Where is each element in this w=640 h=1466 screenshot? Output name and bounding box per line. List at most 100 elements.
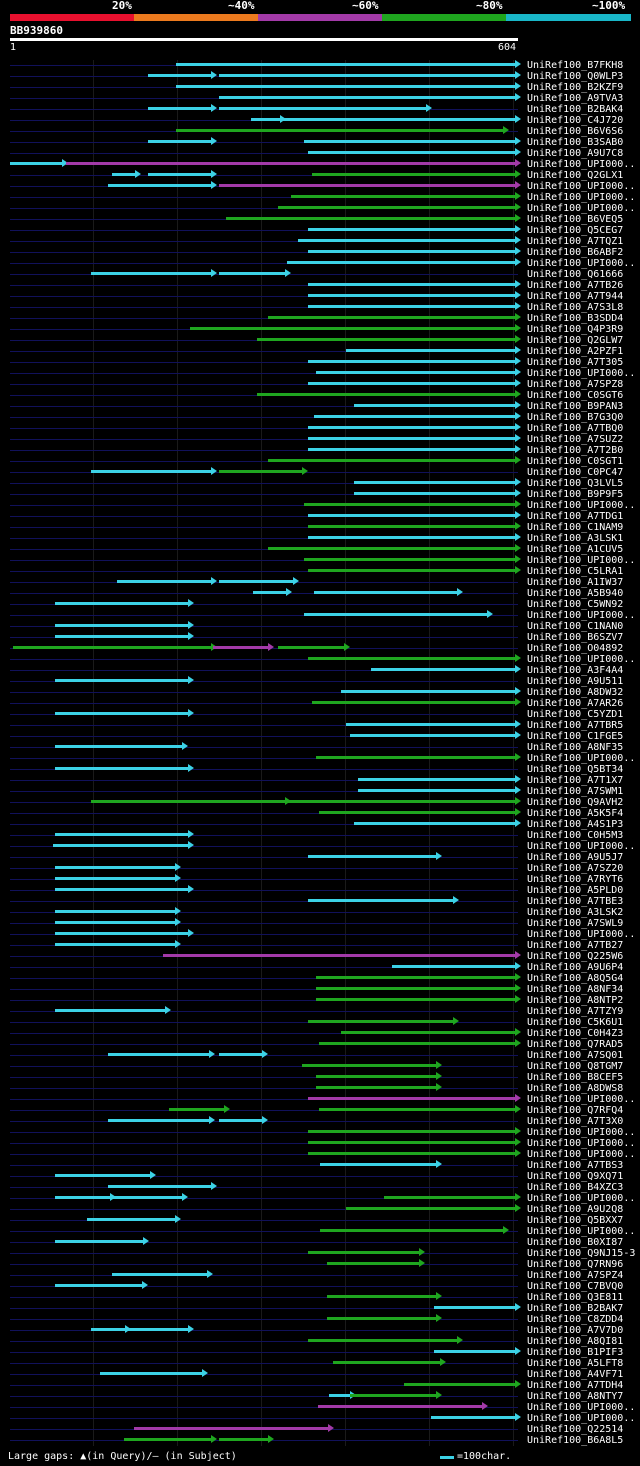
subject-label[interactable]: UniRef100_Q7RAD5	[527, 1039, 624, 1050]
subject-label[interactable]: UniRef100_A5K5F4	[527, 808, 624, 819]
subject-label[interactable]: UniRef100_UPI000..	[527, 500, 636, 511]
hit-segment[interactable]	[301, 1061, 443, 1069]
hit-segment[interactable]	[307, 533, 522, 541]
subject-label[interactable]: UniRef100_C1FGE5	[527, 731, 624, 742]
hit-segment[interactable]	[307, 1094, 522, 1102]
hit-segment[interactable]	[353, 819, 522, 827]
subject-label[interactable]: UniRef100_A1IW37	[527, 577, 624, 588]
hit-segment[interactable]	[317, 1402, 489, 1410]
hit-segment[interactable]	[327, 1314, 443, 1322]
hit-segment[interactable]	[55, 830, 194, 838]
hit-segment[interactable]	[328, 1391, 357, 1399]
subject-label[interactable]: UniRef100_UPI000..	[527, 1226, 636, 1237]
subject-label[interactable]: UniRef100_A7V7D0	[527, 1325, 624, 1336]
hit-segment[interactable]	[358, 775, 522, 783]
subject-label[interactable]: UniRef100_A7TDG1	[527, 511, 624, 522]
subject-label[interactable]: UniRef100_A8DWS8	[527, 1083, 624, 1094]
subject-label[interactable]: UniRef100_A3LSK1	[527, 533, 624, 544]
subject-label[interactable]: UniRef100_B6VEQ5	[527, 214, 624, 225]
hit-segment[interactable]	[307, 1127, 522, 1135]
subject-label[interactable]: UniRef100_C5YZD1	[527, 709, 624, 720]
subject-label[interactable]: UniRef100_UPI000..	[527, 192, 636, 203]
hit-segment[interactable]	[307, 1149, 522, 1157]
hit-segment[interactable]	[341, 687, 522, 695]
hit-segment[interactable]	[90, 269, 217, 277]
hit-segment[interactable]	[55, 621, 194, 629]
hit-segment[interactable]	[108, 181, 217, 189]
subject-label[interactable]: UniRef100_A7TB27	[527, 940, 624, 951]
hit-segment[interactable]	[384, 1193, 522, 1201]
hit-segment[interactable]	[307, 522, 522, 530]
subject-label[interactable]: UniRef100_A4S1P3	[527, 819, 624, 830]
subject-label[interactable]: UniRef100_B9PAN3	[527, 401, 624, 412]
hit-segment[interactable]	[219, 93, 522, 101]
subject-label[interactable]: UniRef100_UPI000..	[527, 1094, 636, 1105]
subject-label[interactable]: UniRef100_C0PC47	[527, 467, 624, 478]
subject-label[interactable]: UniRef100_A7SPZ8	[527, 379, 624, 390]
subject-label[interactable]: UniRef100_A8NTP2	[527, 995, 624, 1006]
hit-segment[interactable]	[87, 1215, 182, 1223]
subject-label[interactable]: UniRef100_A3F4A4	[527, 665, 624, 676]
subject-label[interactable]: UniRef100_B8CEF5	[527, 1072, 624, 1083]
hit-segment[interactable]	[226, 214, 522, 222]
subject-label[interactable]: UniRef100_C4J720	[527, 115, 624, 126]
subject-label[interactable]: UniRef100_A8Q5G4	[527, 973, 624, 984]
hit-segment[interactable]	[307, 291, 522, 299]
hit-segment[interactable]	[307, 434, 522, 442]
subject-label[interactable]: UniRef100_B6A8L5	[527, 1435, 624, 1446]
subject-label[interactable]: UniRef100_UPI000..	[527, 1127, 636, 1138]
hit-segment[interactable]	[189, 324, 522, 332]
subject-label[interactable]: UniRef100_A2PZF1	[527, 346, 624, 357]
hit-segment[interactable]	[278, 203, 522, 211]
subject-label[interactable]: UniRef100_A8NF35	[527, 742, 624, 753]
hit-segment[interactable]	[10, 159, 68, 167]
subject-label[interactable]: UniRef100_B6ABF2	[527, 247, 624, 258]
hit-segment[interactable]	[268, 544, 522, 552]
hit-segment[interactable]	[212, 643, 274, 651]
subject-label[interactable]: UniRef100_UPI000..	[527, 159, 636, 170]
hit-segment[interactable]	[147, 137, 217, 145]
subject-label[interactable]: UniRef100_A7TBS3	[527, 1160, 624, 1171]
subject-label[interactable]: UniRef100_C5LRA1	[527, 566, 624, 577]
subject-label[interactable]: UniRef100_B6V6S6	[527, 126, 624, 137]
hit-segment[interactable]	[349, 1391, 443, 1399]
hit-segment[interactable]	[55, 742, 189, 750]
hit-segment[interactable]	[219, 71, 522, 79]
subject-label[interactable]: UniRef100_Q61666	[527, 269, 624, 280]
subject-label[interactable]: UniRef100_Q4P3R9	[527, 324, 624, 335]
subject-label[interactable]: UniRef100_C8ZDD4	[527, 1314, 624, 1325]
subject-label[interactable]: UniRef100_A9U5J7	[527, 852, 624, 863]
hit-segment[interactable]	[52, 841, 194, 849]
hit-segment[interactable]	[307, 148, 522, 156]
hit-segment[interactable]	[307, 566, 522, 574]
hit-segment[interactable]	[307, 302, 522, 310]
subject-label[interactable]: UniRef100_UPI000..	[527, 203, 636, 214]
subject-label[interactable]: UniRef100_A7T1X7	[527, 775, 624, 786]
hit-segment[interactable]	[307, 852, 443, 860]
subject-label[interactable]: UniRef100_O04892	[527, 643, 624, 654]
hit-segment[interactable]	[316, 984, 522, 992]
hit-segment[interactable]	[55, 1281, 148, 1289]
hit-segment[interactable]	[303, 137, 522, 145]
subject-label[interactable]: UniRef100_Q7RN96	[527, 1259, 624, 1270]
hit-segment[interactable]	[253, 588, 293, 596]
subject-label[interactable]: UniRef100_A7T944	[527, 291, 624, 302]
subject-label[interactable]: UniRef100_UPI000..	[527, 1193, 636, 1204]
hit-segment[interactable]	[345, 346, 522, 354]
hit-segment[interactable]	[316, 995, 522, 1003]
subject-label[interactable]: UniRef100_Q3E811	[527, 1292, 624, 1303]
hit-segment[interactable]	[345, 720, 522, 728]
hit-segment[interactable]	[318, 1039, 522, 1047]
hit-segment[interactable]	[118, 1325, 194, 1333]
hit-segment[interactable]	[219, 104, 432, 112]
subject-label[interactable]: UniRef100_A7SWL9	[527, 918, 624, 929]
subject-label[interactable]: UniRef100_A5B940	[527, 588, 624, 599]
hit-segment[interactable]	[290, 192, 522, 200]
hit-segment[interactable]	[219, 181, 522, 189]
subject-label[interactable]: UniRef100_A7SUZ2	[527, 434, 624, 445]
hit-segment[interactable]	[313, 588, 464, 596]
hit-segment[interactable]	[307, 1017, 459, 1025]
hit-segment[interactable]	[313, 412, 522, 420]
subject-label[interactable]: UniRef100_A7T305	[527, 357, 624, 368]
hit-segment[interactable]	[55, 599, 194, 607]
